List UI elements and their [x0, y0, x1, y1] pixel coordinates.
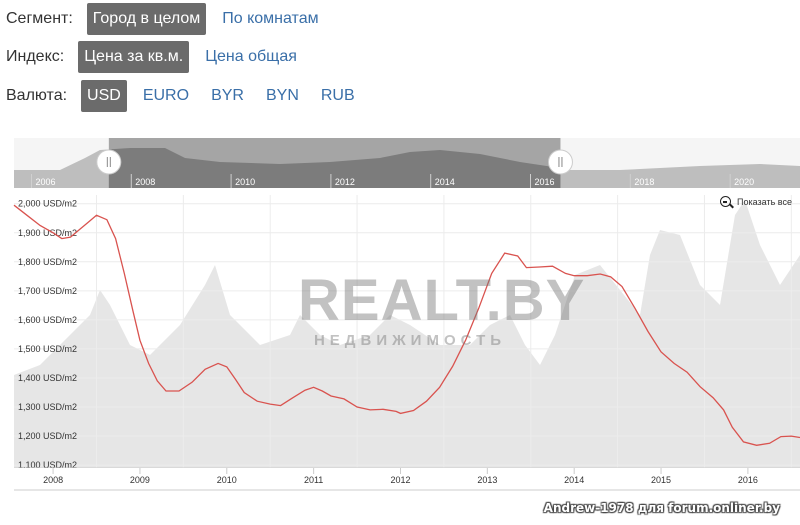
currency-option-usd[interactable]: USD — [81, 80, 127, 112]
navigator-tick-label: 2006 — [35, 177, 55, 187]
currency-option-euro[interactable]: EURO — [142, 87, 190, 104]
currency-row: Валюта: USD EURO BYR BYN RUB — [6, 80, 371, 112]
y-tick-label: 2,000 USD/m2 — [18, 199, 77, 209]
x-tick-label: 2010 — [217, 475, 237, 485]
forum-watermark: Andrew-1978 для forum.onliner.by — [543, 501, 780, 515]
currency-option-byn[interactable]: BYN — [265, 87, 299, 104]
index-row: Индекс: Цена за кв.м. Цена общая — [6, 41, 313, 73]
show-all-button[interactable]: Показать все — [720, 196, 792, 207]
x-tick-label: 2014 — [564, 475, 584, 485]
price-chart[interactable]: 2006 2008 2010 2012 2014 2016 2018 2020 2,000 US… — [0, 130, 800, 492]
navigator-silhouette — [14, 148, 800, 188]
volume-area — [14, 200, 800, 468]
segment-option-city[interactable]: Город в целом — [86, 3, 207, 35]
navigator-handle-right[interactable] — [547, 149, 573, 175]
navigator-tick-label: 2020 — [734, 177, 754, 187]
segment-row: Сегмент: Город в целом По комнатам — [6, 3, 335, 35]
currency-label: Валюта: — [6, 87, 68, 104]
x-tick-label: 2013 — [477, 475, 497, 485]
zoom-out-icon — [720, 196, 732, 207]
show-all-label: Показать все — [737, 196, 792, 207]
navigator-mask-left — [14, 138, 109, 188]
y-tick-label: 1,800 USD/m2 — [18, 257, 77, 267]
y-tick-label: 1,500 USD/m2 — [18, 344, 77, 354]
currency-option-rub[interactable]: RUB — [320, 87, 355, 104]
index-label: Индекс: — [6, 48, 65, 65]
currency-option-byr[interactable]: BYR — [211, 87, 244, 104]
segment-label: Сегмент: — [6, 10, 73, 27]
y-tick-label: 1,600 USD/m2 — [18, 315, 77, 325]
navigator-tick-label: 2012 — [335, 177, 355, 187]
y-tick-label: 1,900 USD/m2 — [18, 228, 77, 238]
y-tick-label: 1,100 USD/m2 — [18, 460, 77, 470]
navigator-selection — [108, 138, 561, 188]
navigator-tick-label: 2010 — [235, 177, 255, 187]
navigator-tick-label: 2014 — [435, 177, 455, 187]
navigator-tick-label: 2016 — [535, 177, 555, 187]
chart-svg[interactable]: 2006 2008 2010 2012 2014 2016 2018 2020 2,000 US… — [0, 130, 800, 492]
x-tick-label: 2015 — [651, 475, 671, 485]
navigator-tick-label: 2008 — [135, 177, 155, 187]
navigator-tick-label: 2018 — [634, 177, 654, 187]
index-option-per-sqm[interactable]: Цена за кв.м. — [78, 41, 190, 73]
x-tick-label: 2009 — [130, 475, 150, 485]
y-tick-label: 1,200 USD/m2 — [18, 431, 77, 441]
x-tick-label: 2012 — [390, 475, 410, 485]
x-tick-label: 2008 — [43, 475, 63, 485]
navigator-mask-right — [560, 138, 800, 188]
y-tick-label: 1,400 USD/m2 — [18, 373, 77, 383]
y-tick-label: 1,300 USD/m2 — [18, 402, 77, 412]
index-option-total[interactable]: Цена общая — [205, 48, 297, 65]
navigator-handle-left[interactable] — [96, 149, 122, 175]
x-tick-label: 2011 — [304, 475, 323, 485]
segment-option-rooms[interactable]: По комнатам — [222, 10, 319, 27]
y-tick-label: 1,700 USD/m2 — [18, 286, 77, 296]
x-tick-label: 2016 — [738, 475, 758, 485]
x-axis-band — [14, 468, 800, 490]
series-line — [13, 204, 800, 446]
